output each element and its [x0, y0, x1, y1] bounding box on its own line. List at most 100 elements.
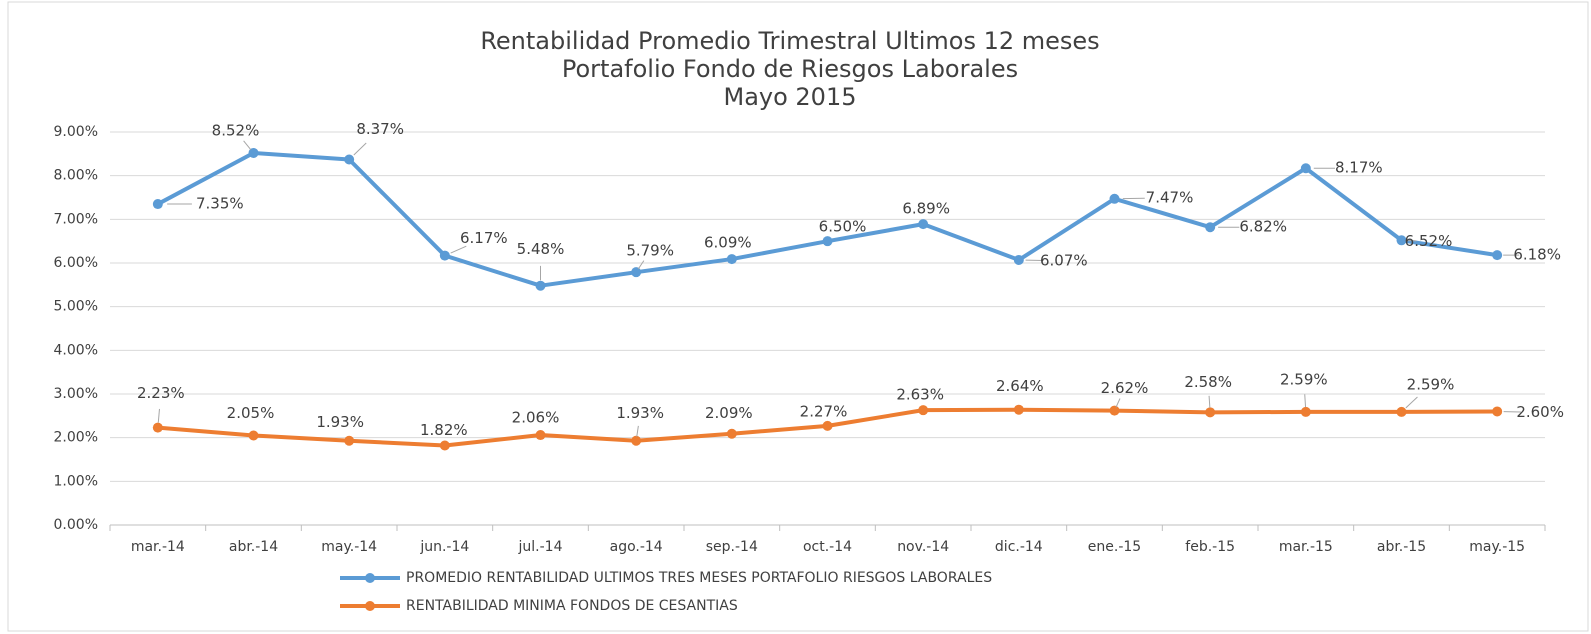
chart-title: Mayo 2015 [723, 83, 856, 111]
data-label: 2.06% [512, 409, 560, 427]
data-label: 2.62% [1101, 379, 1149, 397]
data-point [1109, 193, 1120, 204]
leader-line [450, 245, 467, 254]
data-point [918, 219, 929, 230]
chart-frame [7, 1, 1589, 632]
data-point [1300, 406, 1311, 417]
x-tick-label: jun.-14 [419, 539, 469, 555]
data-label: 8.17% [1335, 159, 1383, 177]
legend-marker [365, 601, 375, 611]
data-point [439, 440, 450, 451]
data-point [1492, 250, 1503, 261]
y-tick-label: 3.00% [54, 386, 98, 402]
y-tick-label: 1.00% [54, 473, 98, 489]
data-point [631, 435, 642, 446]
data-point [1205, 222, 1216, 233]
data-label: 6.52% [1405, 232, 1453, 250]
leader-line [353, 142, 367, 156]
x-tick-label: sep.-14 [706, 539, 758, 555]
x-tick-label: feb.-15 [1185, 539, 1235, 555]
leader-line [1208, 395, 1211, 408]
data-point [918, 405, 929, 416]
data-point [439, 250, 450, 261]
data-point [1013, 254, 1024, 265]
data-label: 5.48% [517, 240, 565, 258]
data-point [1205, 407, 1216, 418]
x-tick-label: abr.-15 [1377, 539, 1426, 555]
x-tick-label: may.-14 [321, 539, 377, 555]
data-label: 2.05% [227, 404, 275, 422]
data-point [1013, 404, 1024, 415]
leader-line [157, 408, 160, 423]
data-label: 7.35% [196, 195, 244, 213]
data-label: 2.64% [996, 377, 1044, 395]
x-tick-label: ene.-15 [1088, 539, 1141, 555]
y-tick-label: 5.00% [54, 299, 98, 315]
data-point [822, 420, 833, 431]
y-tick-label: 8.00% [54, 168, 98, 184]
x-tick-label: mar.-15 [1279, 539, 1333, 555]
x-tick-label: abr.-14 [229, 539, 278, 555]
data-point [248, 147, 259, 158]
data-label: 8.37% [356, 120, 404, 138]
data-label: 5.79% [626, 242, 674, 260]
y-tick-label: 0.00% [54, 517, 98, 533]
data-point [152, 422, 163, 433]
y-tick-label: 7.00% [54, 211, 98, 227]
x-tick-label: may.-15 [1469, 539, 1525, 555]
leader-line [1304, 394, 1307, 408]
data-label: 2.09% [705, 404, 753, 422]
data-label: 6.07% [1040, 251, 1088, 269]
data-label: 2.60% [1516, 403, 1564, 421]
leader-line [1115, 398, 1121, 408]
leader-line [243, 140, 252, 150]
data-label: 1.82% [420, 421, 468, 439]
data-point [1492, 406, 1503, 417]
data-point [1109, 405, 1120, 416]
data-point [344, 154, 355, 165]
data-point [535, 430, 546, 441]
x-tick-label: ago.-14 [610, 539, 663, 555]
x-tick-label: dic.-14 [995, 539, 1043, 555]
legend-label: RENTABILIDAD MINIMA FONDOS DE CESANTIAS [406, 598, 738, 614]
x-tick-label: mar.-14 [131, 539, 185, 555]
data-point [822, 236, 833, 247]
leader-line [1405, 396, 1418, 409]
data-label: 6.17% [460, 229, 508, 247]
y-tick-label: 4.00% [54, 342, 98, 358]
leader-line [637, 260, 645, 270]
data-point [248, 430, 259, 441]
data-label: 8.52% [212, 121, 260, 139]
data-label: 6.82% [1239, 218, 1287, 236]
data-label: 1.93% [316, 413, 364, 431]
data-point [726, 428, 737, 439]
data-point [1396, 235, 1407, 246]
data-label: 2.63% [896, 386, 944, 404]
y-tick-label: 2.00% [54, 430, 98, 446]
x-tick-label: oct.-14 [803, 539, 852, 555]
data-label: 2.59% [1407, 375, 1455, 393]
chart-title: Rentabilidad Promedio Trimestral Ultimos… [480, 27, 1099, 55]
data-point [535, 280, 546, 291]
data-label: 6.18% [1513, 246, 1561, 264]
data-label: 2.23% [137, 384, 185, 402]
data-label: 2.58% [1184, 373, 1232, 391]
leader-line [636, 425, 639, 437]
data-point [344, 435, 355, 446]
x-tick-label: nov.-14 [897, 539, 949, 555]
y-tick-label: 9.00% [54, 124, 98, 140]
data-point [1300, 163, 1311, 174]
data-point [726, 254, 737, 265]
data-point [631, 267, 642, 278]
data-point [152, 199, 163, 210]
data-label: 6.89% [902, 200, 950, 218]
legend-marker [365, 573, 375, 583]
data-label: 2.59% [1280, 370, 1328, 388]
y-tick-label: 6.00% [54, 255, 98, 271]
data-label: 6.09% [704, 234, 752, 252]
data-point [1396, 406, 1407, 417]
data-label: 7.47% [1146, 188, 1194, 206]
x-tick-label: jul.-14 [518, 539, 563, 555]
chart-title: Portafolio Fondo de Riesgos Laborales [562, 55, 1018, 83]
